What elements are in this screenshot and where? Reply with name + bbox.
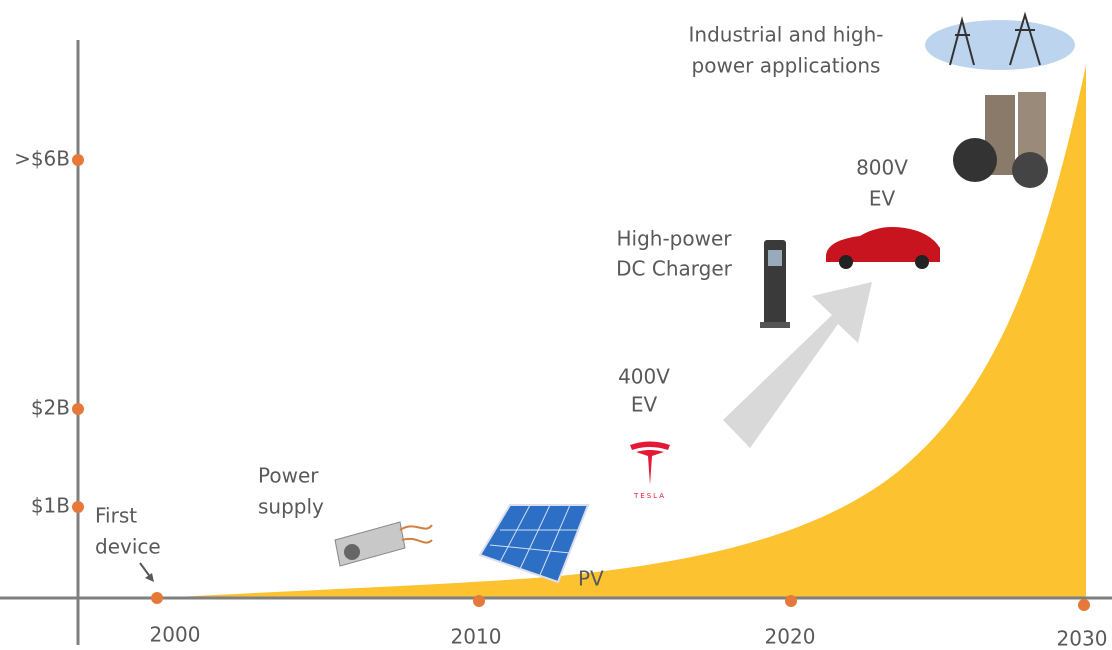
power-supply-icon (335, 522, 432, 566)
x-label: 2000 (150, 623, 201, 647)
growth-arrow (723, 282, 872, 448)
annotation: DC Charger (616, 257, 732, 281)
annotation: High-power (617, 227, 733, 251)
x-label: 2010 (451, 625, 502, 649)
car-icon (826, 227, 940, 269)
dot (72, 154, 84, 166)
tesla-wordmark: TESLA (633, 492, 666, 500)
annotation: Industrial and high- (689, 23, 884, 47)
y-label: >$6B (14, 147, 70, 171)
annotation: power applications (692, 54, 881, 78)
tesla-logo-icon: TESLA (630, 442, 670, 501)
dot (473, 595, 485, 607)
charger-icon (760, 240, 790, 328)
annotation: PV (578, 567, 604, 591)
pylon-icon (925, 15, 1075, 70)
dot (72, 501, 84, 513)
annotation: EV (631, 393, 658, 417)
annotation: 800V (856, 156, 908, 180)
annotation: EV (869, 187, 896, 211)
dot (151, 592, 163, 604)
x-label: 2030 (1057, 627, 1108, 650)
solar-panel-icon (480, 505, 588, 582)
dot (72, 403, 84, 415)
annotation: 400V (618, 365, 670, 389)
annotation: supply (258, 495, 324, 519)
dot (1078, 599, 1090, 611)
motor-icon (953, 92, 1048, 188)
dot (785, 595, 797, 607)
annotation: Power (258, 464, 319, 488)
diagram: >$6B $2B $1B 2000 2010 2020 2030 First d… (0, 0, 1112, 650)
x-label: 2020 (765, 625, 816, 649)
y-label: $2B (31, 396, 70, 420)
annotation: device (95, 535, 161, 559)
y-label: $1B (31, 494, 70, 518)
annotation: First (95, 504, 137, 528)
